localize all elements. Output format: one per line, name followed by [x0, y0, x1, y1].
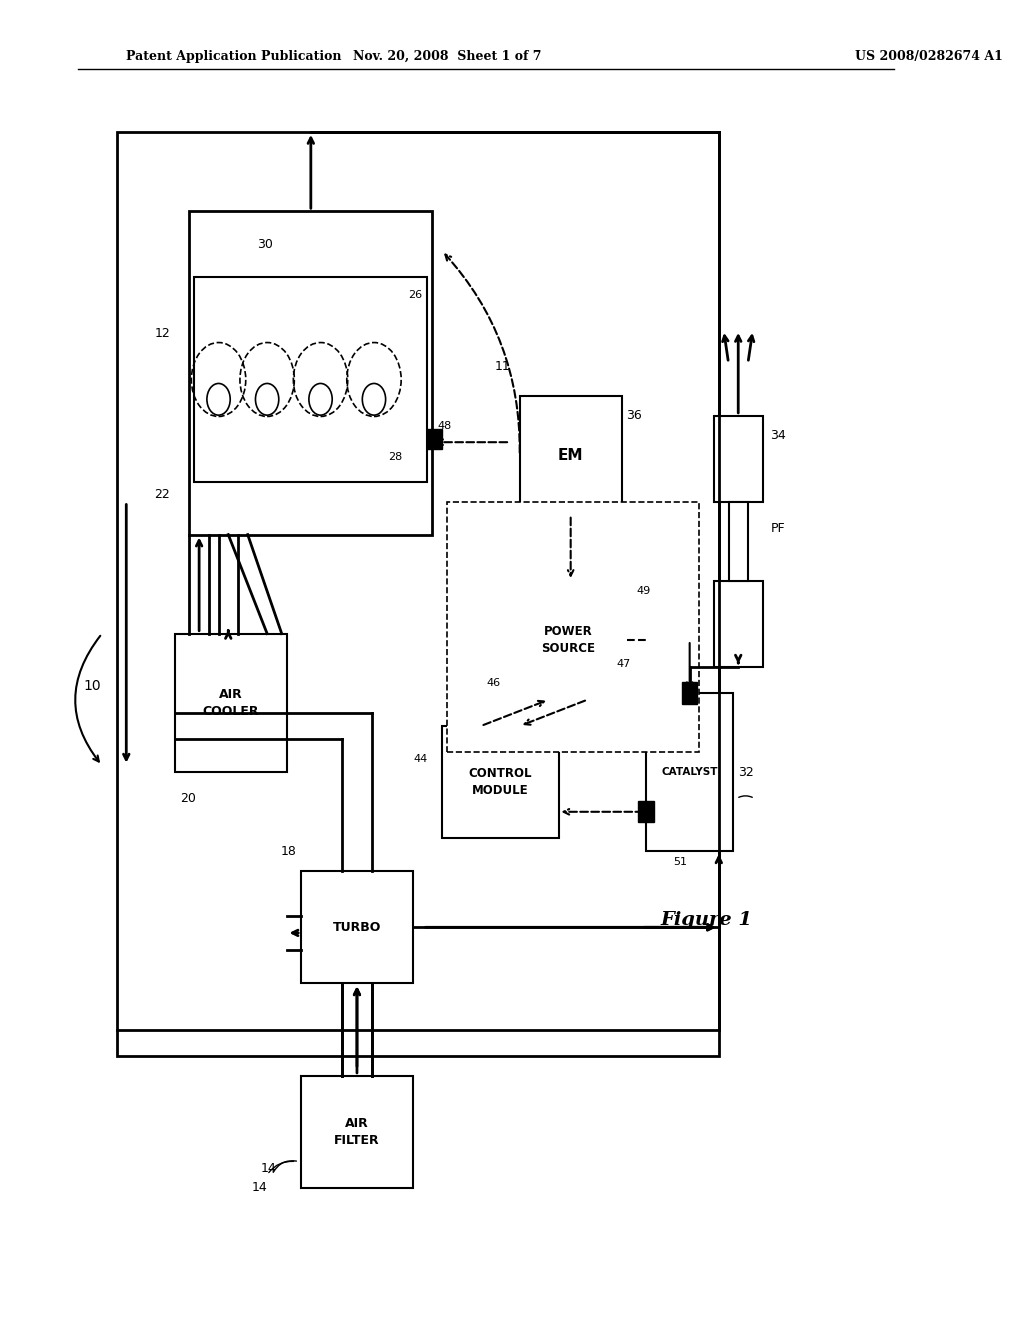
Text: AIR
FILTER: AIR FILTER [334, 1117, 380, 1147]
Text: 47: 47 [616, 659, 631, 669]
Text: 11: 11 [495, 359, 510, 372]
Text: 51: 51 [673, 857, 687, 867]
Text: CATALYST: CATALYST [662, 767, 718, 777]
Text: US 2008/0282674 A1: US 2008/0282674 A1 [855, 50, 1002, 63]
Text: Figure 1: Figure 1 [660, 911, 753, 929]
Text: 12: 12 [155, 327, 170, 339]
FancyBboxPatch shape [175, 634, 287, 772]
FancyBboxPatch shape [646, 693, 733, 851]
Text: Patent Application Publication: Patent Application Publication [126, 50, 342, 63]
Text: 22: 22 [155, 488, 170, 502]
Text: 28: 28 [388, 451, 402, 462]
Text: AIR
COOLER: AIR COOLER [203, 688, 259, 718]
Text: 14: 14 [261, 1162, 276, 1175]
FancyBboxPatch shape [519, 396, 622, 515]
Text: POWER
SOURCE: POWER SOURCE [542, 626, 595, 655]
FancyBboxPatch shape [728, 502, 748, 581]
Text: 18: 18 [281, 845, 296, 858]
Text: 32: 32 [738, 766, 754, 779]
FancyBboxPatch shape [682, 682, 697, 704]
FancyBboxPatch shape [442, 726, 558, 838]
FancyBboxPatch shape [714, 581, 763, 667]
Text: 14: 14 [251, 1181, 267, 1195]
FancyBboxPatch shape [510, 581, 627, 700]
Text: Nov. 20, 2008  Sheet 1 of 7: Nov. 20, 2008 Sheet 1 of 7 [352, 50, 541, 63]
Text: 34: 34 [770, 429, 786, 442]
FancyBboxPatch shape [301, 1076, 413, 1188]
Text: 48: 48 [437, 421, 452, 432]
FancyBboxPatch shape [638, 801, 653, 822]
Text: 20: 20 [179, 792, 196, 805]
Text: 49: 49 [636, 586, 650, 597]
FancyBboxPatch shape [714, 416, 763, 502]
Text: 36: 36 [627, 409, 642, 422]
FancyBboxPatch shape [446, 502, 699, 752]
Text: CONTROL
MODULE: CONTROL MODULE [469, 767, 532, 797]
FancyBboxPatch shape [301, 871, 413, 983]
Text: 10: 10 [84, 680, 101, 693]
Text: 26: 26 [408, 290, 422, 301]
Text: EM: EM [558, 447, 584, 463]
Text: 44: 44 [413, 754, 427, 764]
Text: TURBO: TURBO [333, 921, 381, 933]
FancyBboxPatch shape [189, 211, 432, 535]
FancyBboxPatch shape [195, 277, 427, 482]
Text: 30: 30 [257, 238, 273, 251]
Text: PF: PF [770, 521, 785, 535]
Text: 46: 46 [486, 678, 501, 689]
FancyBboxPatch shape [427, 429, 442, 449]
